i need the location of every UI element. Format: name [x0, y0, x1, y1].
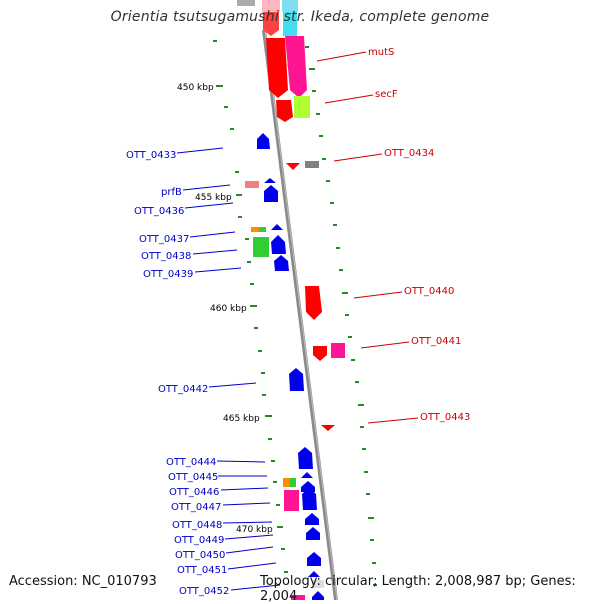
gene-label-OTT_0451[interactable]: OTT_0451 [177, 565, 227, 576]
gene-OTT_0451[interactable] [308, 571, 320, 577]
forward-labels [176, 147, 281, 591]
gene-block [282, 0, 298, 12]
gene-block [283, 478, 290, 487]
scale-label-455: 455 kbp [195, 193, 232, 203]
gene-OTT_0443[interactable] [321, 425, 335, 431]
gene-OTT_0440[interactable] [305, 286, 322, 320]
scale-label-460: 460 kbp [210, 304, 247, 314]
gene-label-OTT_0444[interactable]: OTT_0444 [166, 457, 216, 468]
gene-block [302, 488, 317, 510]
gene-block [237, 0, 255, 6]
gene-OTT_0447[interactable] [284, 490, 299, 511]
gene-label-OTT_0440[interactable]: OTT_0440 [404, 286, 454, 297]
gene-OTT_0433[interactable] [257, 133, 270, 149]
scale-label-465: 465 kbp [223, 414, 260, 424]
gene-block [271, 235, 286, 254]
gene-label-OTT_0443[interactable]: OTT_0443 [420, 412, 470, 423]
scale-label-450: 450 kbp [177, 83, 214, 93]
gene-secF-partner[interactable] [294, 96, 310, 118]
gene-OTT_0438[interactable] [253, 237, 269, 257]
gene-OTT_0436[interactable] [264, 185, 278, 202]
gene-label-OTT_0438[interactable]: OTT_0438 [141, 251, 191, 262]
gene-label-OTT_0433[interactable]: OTT_0433 [126, 150, 176, 161]
gene-mutS[interactable] [266, 38, 288, 98]
gene-label-OTT_0447[interactable]: OTT_0447 [171, 502, 221, 513]
gene-label-OTT_0439[interactable]: OTT_0439 [143, 269, 193, 280]
gene-OTT_0446[interactable] [301, 481, 315, 492]
gene-OTT_0441[interactable] [313, 346, 327, 361]
gene-block [312, 580, 324, 588]
genome-backbone [262, 29, 338, 600]
gene-block [271, 224, 283, 230]
gene-OTT_0439[interactable] [274, 255, 289, 271]
gene-block [331, 343, 345, 358]
reverse-labels [316, 51, 419, 424]
gene-OTT_0448[interactable] [305, 513, 319, 525]
gene-label-OTT_0452[interactable]: OTT_0452 [179, 586, 229, 597]
gene-block [262, 0, 280, 12]
accession-text: Accession: NC_010793 [9, 574, 157, 589]
gene-OTT_0450[interactable] [307, 552, 321, 566]
gene-label-OTT_0445[interactable]: OTT_0445 [168, 472, 218, 483]
gene-label-OTT_0450[interactable]: OTT_0450 [175, 550, 225, 561]
scale-label-470: 470 kbp [236, 525, 273, 535]
scale-ticks-right [305, 46, 377, 586]
scale-ticks-left [213, 40, 288, 573]
gene-OTT_0444[interactable] [298, 447, 313, 469]
gene-prfB[interactable] [245, 181, 259, 188]
gene-label-OTT_0448[interactable]: OTT_0448 [172, 520, 222, 531]
gene-block [305, 161, 319, 168]
gene-block [264, 178, 276, 183]
gene-block [259, 227, 266, 232]
gene-label-OTT_0437[interactable]: OTT_0437 [139, 234, 189, 245]
gene-OTT_0437[interactable] [251, 227, 259, 232]
gene-label-mutS[interactable]: mutS [368, 47, 394, 58]
gene-secF[interactable] [276, 100, 293, 122]
gene-OTT_0442[interactable] [289, 368, 304, 391]
gene-OTT_0445[interactable] [301, 472, 313, 478]
gene-label-OTT_0446[interactable]: OTT_0446 [169, 487, 219, 498]
gene-label-OTT_0449[interactable]: OTT_0449 [174, 535, 224, 546]
gene-block [290, 478, 296, 487]
gene-label-secF[interactable]: secF [375, 89, 398, 100]
gene-OTT_0452[interactable] [312, 591, 324, 600]
gene-label-prfB[interactable]: prfB [161, 187, 182, 198]
genome-backbone-highlight [264, 29, 338, 600]
map-title: Orientia tsutsugamushi str. Ikeda, compl… [110, 9, 490, 25]
gene-label-OTT_0442[interactable]: OTT_0442 [158, 384, 208, 395]
gene-block [291, 595, 305, 600]
gene-mutS-partner[interactable] [285, 36, 307, 98]
gene-block [283, 12, 297, 36]
gene-label-OTT_0441[interactable]: OTT_0441 [411, 336, 461, 347]
gene-block [263, 12, 279, 36]
gene-OTT_0449[interactable] [306, 527, 320, 540]
gene-label-OTT_0434[interactable]: OTT_0434 [384, 148, 434, 159]
gene-label-OTT_0436[interactable]: OTT_0436 [134, 206, 184, 217]
gene-OTT_0434[interactable] [286, 163, 300, 170]
